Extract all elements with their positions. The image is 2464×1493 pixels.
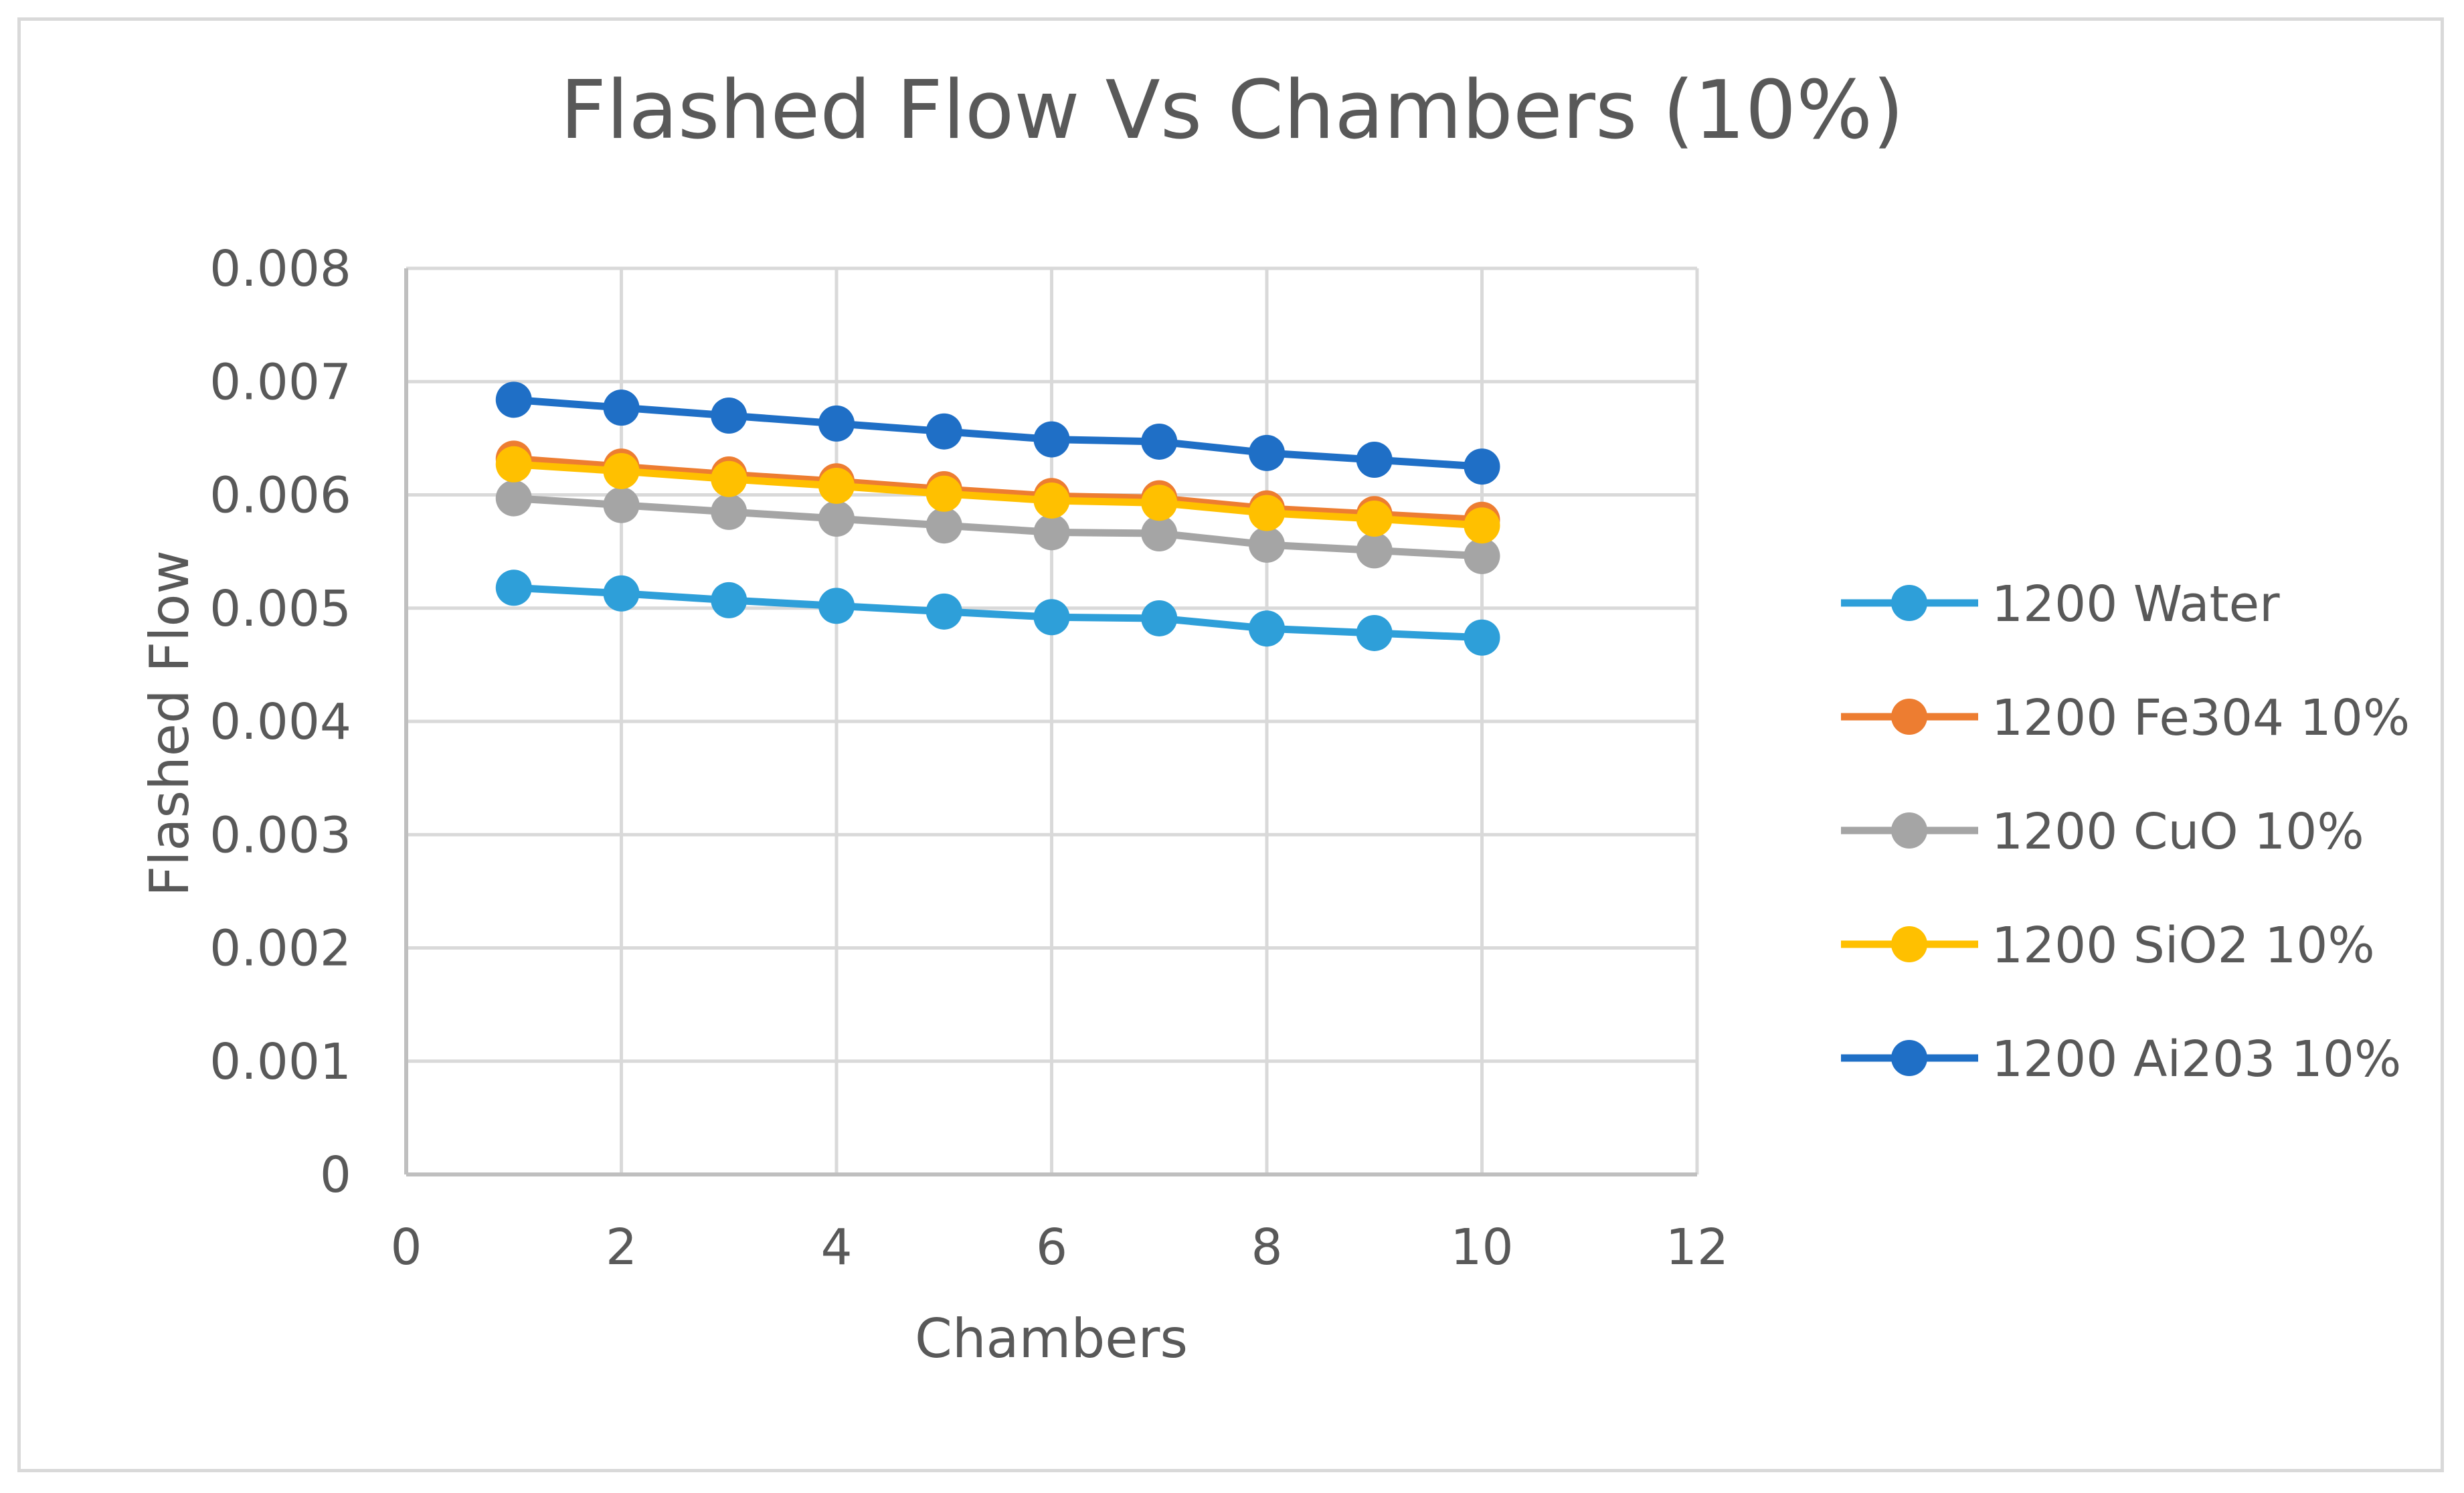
- y-tick-label: 0.003: [209, 806, 351, 864]
- data-point: [1141, 423, 1178, 460]
- data-point: [1356, 532, 1393, 569]
- x-tick-label: 0: [390, 1219, 422, 1276]
- data-point: [711, 493, 747, 530]
- y-tick-label: 0.005: [209, 580, 351, 638]
- data-point: [1249, 610, 1285, 647]
- y-tick-label: 0.004: [209, 693, 351, 751]
- data-point: [818, 467, 855, 504]
- y-tick-label: 0.007: [209, 353, 351, 411]
- legend-entry[interactable]: 1200 SiO2 10%: [1841, 917, 2375, 974]
- data-point: [711, 398, 747, 434]
- data-point: [1356, 614, 1393, 651]
- series-group: [495, 381, 1500, 485]
- data-point: [926, 475, 962, 512]
- legend-entry[interactable]: 1200 Fe304 10%: [1841, 689, 2410, 747]
- data-point: [1249, 495, 1285, 531]
- data-point: [711, 582, 747, 618]
- tick-layer: 0 0.001 0.002 0.003 0.004 0.005 0.006 0.007 0.00…: [209, 240, 1729, 1276]
- chart-title: Flashed Flow Vs Chambers (10%): [560, 64, 1904, 157]
- legend-entry[interactable]: 1200 CuO 10%: [1841, 803, 2364, 861]
- series-group: [495, 446, 1500, 544]
- x-tick-label: 6: [1036, 1219, 1067, 1276]
- data-point: [495, 569, 532, 606]
- legend-swatch-marker: [1891, 585, 1927, 621]
- series-layer: [495, 381, 1500, 656]
- data-point: [1141, 600, 1178, 636]
- series-line: [510, 396, 1486, 470]
- axis-layer: [404, 268, 1697, 1176]
- data-point: [1033, 421, 1070, 458]
- data-point: [495, 446, 532, 482]
- series-line: [510, 495, 1486, 560]
- y-tick-label: 0.001: [209, 1033, 351, 1091]
- series-group: [495, 480, 1500, 574]
- data-point: [495, 381, 532, 418]
- y-tick-label: 0.002: [209, 920, 351, 978]
- y-tick-label: 0: [320, 1146, 351, 1204]
- data-point: [1464, 507, 1500, 544]
- x-tick-label: 12: [1666, 1219, 1729, 1276]
- legend-swatch-marker: [1891, 812, 1927, 849]
- data-point: [818, 405, 855, 442]
- data-point: [603, 389, 640, 426]
- data-point: [1249, 526, 1285, 563]
- chart: Flashed Flow Vs Chambers (10%) 0 0.001 0.0…: [139, 64, 2410, 1370]
- series-group: [495, 569, 1500, 656]
- x-tick-label: 2: [606, 1219, 637, 1276]
- data-point: [1249, 434, 1285, 471]
- data-point: [818, 588, 855, 624]
- legend-label: 1200 Ai203 10%: [1992, 1031, 2401, 1088]
- series-line: [510, 584, 1486, 642]
- x-axis-title: Chambers: [915, 1308, 1188, 1370]
- legend-swatch-marker: [1891, 699, 1927, 735]
- data-point: [603, 452, 640, 489]
- data-point: [926, 593, 962, 630]
- y-tick-label: 0.008: [209, 240, 351, 298]
- legend-label: 1200 Water: [1992, 576, 2280, 633]
- data-point: [818, 501, 855, 537]
- data-point: [1464, 448, 1500, 485]
- data-point: [1141, 515, 1178, 552]
- x-tick-label: 8: [1251, 1219, 1282, 1276]
- data-point: [495, 480, 532, 517]
- data-point: [711, 460, 747, 497]
- y-axis-title: Flashed Flow: [139, 550, 201, 897]
- y-tick-label: 0.006: [209, 467, 351, 525]
- data-point: [1033, 599, 1070, 636]
- legend-swatch-marker: [1891, 1040, 1927, 1076]
- legend-label: 1200 Fe304 10%: [1992, 689, 2410, 747]
- data-point: [603, 575, 640, 612]
- data-point: [926, 413, 962, 450]
- legend-swatch-marker: [1891, 926, 1927, 962]
- data-point: [1033, 514, 1070, 551]
- data-point: [1464, 619, 1500, 656]
- data-point: [1141, 485, 1178, 521]
- x-tick-label: 4: [820, 1219, 852, 1276]
- data-point: [926, 507, 962, 544]
- legend-label: 1200 SiO2 10%: [1992, 917, 2375, 974]
- data-point: [1464, 537, 1500, 574]
- data-point: [1033, 482, 1070, 519]
- data-point: [1356, 501, 1393, 537]
- series-line: [510, 454, 1486, 524]
- data-point: [1356, 442, 1393, 478]
- series-line: [510, 460, 1486, 529]
- data-point: [603, 487, 640, 523]
- legend-entry[interactable]: 1200 Ai203 10%: [1841, 1031, 2401, 1088]
- legend-entry[interactable]: 1200 Water: [1841, 576, 2280, 633]
- legend[interactable]: 1200 Water 1200 Fe304 10% 1200 CuO 10% 1200…: [1841, 576, 2410, 1088]
- x-tick-label: 10: [1450, 1219, 1513, 1276]
- legend-label: 1200 CuO 10%: [1992, 803, 2364, 861]
- chart-frame: Flashed Flow Vs Chambers (10%) 0 0.001 0.0…: [17, 17, 2444, 1472]
